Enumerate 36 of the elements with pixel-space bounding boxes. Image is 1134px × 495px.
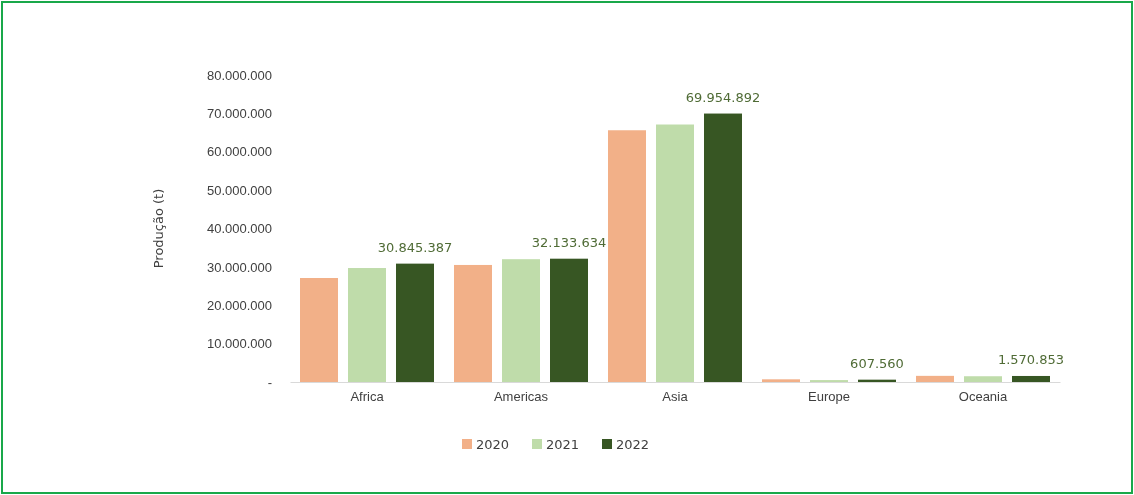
bar: [348, 268, 386, 382]
data-label: 30.845.387: [377, 239, 453, 255]
y-tick-label: 70.000.000: [206, 106, 272, 122]
data-label: 69.954.892: [685, 89, 761, 105]
bar: [916, 375, 954, 382]
bar: [502, 259, 540, 382]
legend-label: 2022: [616, 437, 650, 452]
y-tick-label: 50.000.000: [206, 182, 272, 198]
bar: [608, 130, 646, 382]
y-tick-label: 10.000.000: [206, 336, 272, 352]
data-label: 32.133.634: [531, 234, 607, 250]
bar: [454, 264, 492, 382]
y-tick-label: 20.000.000: [206, 297, 272, 313]
bar: [964, 376, 1002, 382]
bar: [1012, 375, 1050, 382]
bar: [656, 124, 694, 382]
legend-label: 2021: [546, 437, 580, 452]
y-tick-label: -: [267, 374, 272, 390]
bar: [300, 278, 338, 382]
x-tick-label: Oceania: [958, 389, 1008, 405]
data-label: 1.570.853: [997, 351, 1065, 367]
x-tick-label: Europe: [808, 389, 850, 405]
bar: [396, 263, 434, 382]
bar: [550, 258, 588, 382]
y-tick-label: 80.000.000: [206, 67, 272, 83]
y-axis-title: Produção (t): [151, 188, 166, 269]
y-tick-label: 30.000.000: [206, 259, 272, 275]
x-tick-label: Africa: [350, 389, 385, 405]
x-tick-label: Americas: [493, 389, 549, 405]
x-tick-label: Asia: [662, 389, 689, 405]
y-tick-label: 40.000.000: [206, 221, 272, 237]
bar: [762, 379, 800, 382]
data-label: 607.560: [850, 355, 904, 371]
bar: [704, 113, 742, 382]
legend-label: 2020: [476, 437, 510, 452]
y-tick-label: 60.000.000: [206, 144, 272, 160]
